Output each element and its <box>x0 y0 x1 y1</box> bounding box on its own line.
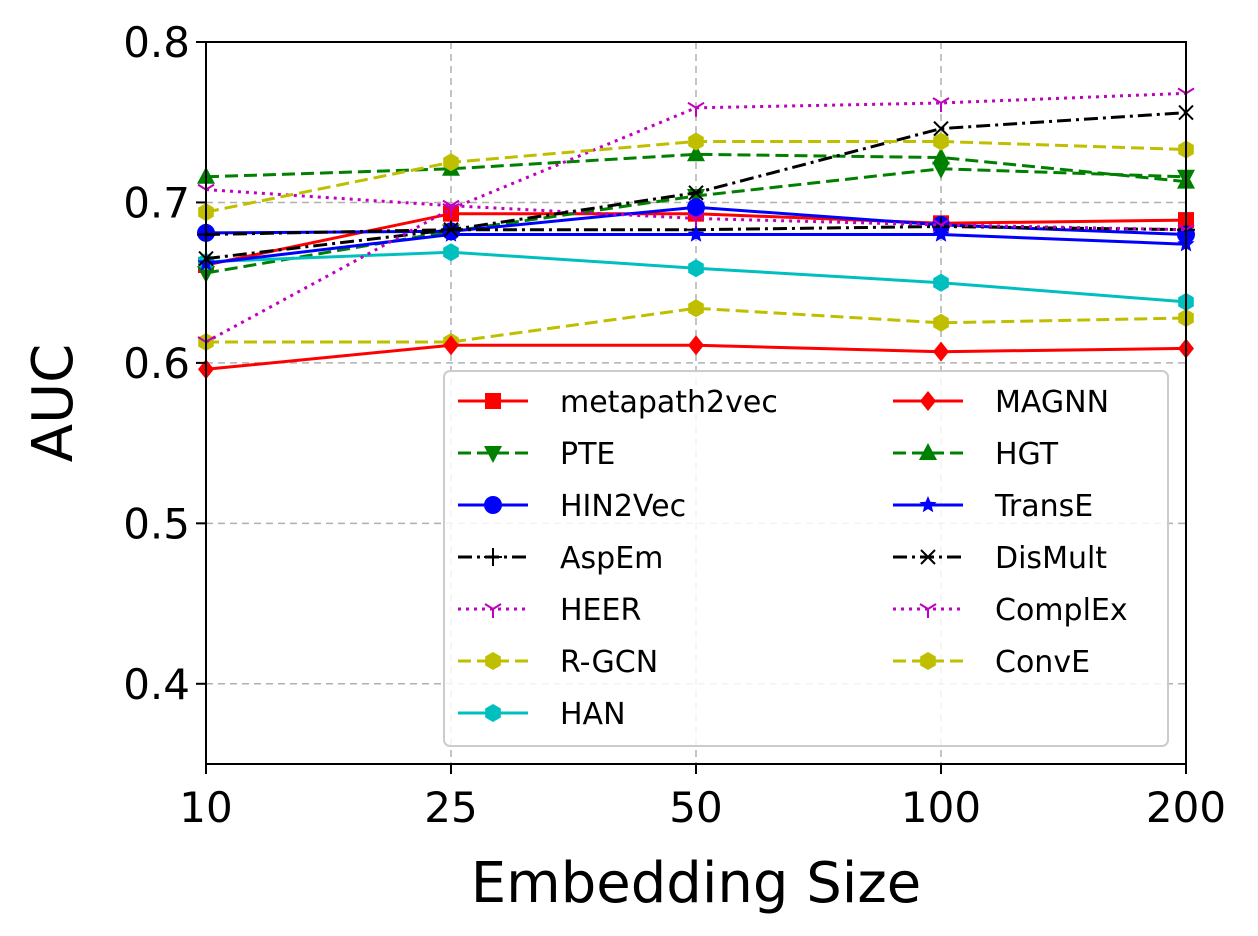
legend-item-magnn: MAGNN <box>893 385 1109 420</box>
legend-box <box>443 370 1169 747</box>
legend-marker <box>920 549 936 565</box>
legend-label: MAGNN <box>995 385 1109 420</box>
legend-marker <box>484 548 502 566</box>
data-point-dismult <box>933 120 949 137</box>
y-tick-label: 0.5 <box>123 499 190 548</box>
data-point-han <box>933 273 949 292</box>
legend-label: ComplEx <box>995 593 1128 628</box>
data-point-transe <box>687 225 705 242</box>
legend-marker <box>485 393 501 409</box>
data-point-conve <box>443 153 459 172</box>
legend-item-r-gcn: R-GCN <box>458 645 658 680</box>
legend-marker <box>919 603 937 618</box>
x-tick-label: 50 <box>669 783 722 832</box>
legend-label: metapath2vec <box>560 385 778 420</box>
x-tick-label: 10 <box>179 783 232 832</box>
legend-item-hin2vec: HIN2Vec <box>458 489 686 524</box>
data-point-transe <box>442 225 460 242</box>
y-tick-label: 0.6 <box>123 339 190 388</box>
axis-ticks: 10 25 50 100 200 0.4 0.5 0.6 0.7 0.8 <box>123 18 1226 832</box>
legend-item-aspem: AspEm <box>458 541 663 576</box>
legend-marker <box>484 603 502 618</box>
data-point-magnn <box>443 335 459 356</box>
legend-item-pte: PTE <box>458 437 615 472</box>
data-point-magnn <box>688 335 704 356</box>
legend-item-metapath2vec: metapath2vec <box>458 385 778 420</box>
y-tick-label: 0.7 <box>123 178 190 227</box>
legend-marker <box>484 446 502 463</box>
series-complex <box>197 87 1195 352</box>
y-tick-label: 0.4 <box>123 660 190 709</box>
data-point-pte <box>932 161 950 179</box>
series-conve <box>198 132 1194 222</box>
data-point-hgt <box>932 147 950 165</box>
x-axis-title: Embedding Size <box>471 851 921 916</box>
legend-marker <box>919 496 937 513</box>
legend-marker <box>485 704 501 722</box>
data-point-complex <box>932 97 950 112</box>
data-point-r-gcn <box>933 313 949 332</box>
x-tick-label: 25 <box>424 783 477 832</box>
data-point-dismult <box>443 222 459 238</box>
legend-marker <box>920 391 936 411</box>
legend-label: PTE <box>560 437 615 472</box>
x-tick-label: 100 <box>901 783 981 832</box>
data-point-r-gcn <box>688 299 704 318</box>
legend-marker <box>919 443 937 460</box>
y-axis-title: AUC <box>21 344 86 462</box>
x-tick-label: 200 <box>1146 783 1226 832</box>
legend-label: ConvE <box>995 645 1090 680</box>
data-point-conve <box>933 132 949 151</box>
data-point-dismult <box>688 185 704 201</box>
data-point-han <box>688 259 704 278</box>
y-tick-label: 0.8 <box>123 18 190 67</box>
series-line-r-gcn <box>206 306 1187 344</box>
data-point-han <box>443 243 459 262</box>
legend-label: HIN2Vec <box>560 489 686 524</box>
legend: metapath2vec PTE HIN2Vec AspEm HEER R-GCN HAN M… <box>443 370 1169 747</box>
legend-marker <box>920 652 936 670</box>
data-point-complex <box>442 203 460 218</box>
legend-label: AspEm <box>560 541 663 576</box>
legend-item-dismult: DisMult <box>893 541 1107 576</box>
legend-item-conve: ConvE <box>893 645 1090 680</box>
legend-marker <box>484 496 502 514</box>
legend-item-transe: TransE <box>893 489 1093 524</box>
series-line-complex <box>205 91 1187 344</box>
data-point-magnn <box>933 341 949 362</box>
data-point-conve <box>688 132 704 151</box>
legend-item-hgt: HGT <box>893 437 1059 472</box>
legend-item-complex: ComplEx <box>893 593 1128 628</box>
data-point-complex <box>687 101 705 117</box>
legend-item-han: HAN <box>458 697 626 732</box>
legend-label: HAN <box>560 697 626 732</box>
data-point-transe <box>932 225 950 242</box>
legend-label: R-GCN <box>560 645 658 680</box>
series-hgt <box>197 144 1195 189</box>
legend-marker <box>485 652 501 670</box>
legend-label: HGT <box>995 437 1059 472</box>
series-line-hgt <box>205 152 1187 184</box>
data-point-hgt <box>687 144 705 162</box>
legend-label: TransE <box>994 489 1093 524</box>
legend-label: HEER <box>560 593 641 628</box>
legend-label: DisMult <box>995 541 1107 576</box>
data-point-hin2vec <box>687 198 705 217</box>
legend-item-heer: HEER <box>458 593 641 628</box>
